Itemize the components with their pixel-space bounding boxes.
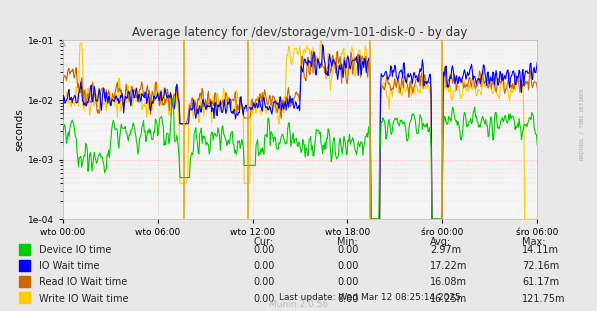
Text: 121.75m: 121.75m xyxy=(522,294,566,304)
Text: 2.97m: 2.97m xyxy=(430,245,461,255)
Text: Munin 2.0.56: Munin 2.0.56 xyxy=(269,300,328,309)
Text: 0.00: 0.00 xyxy=(337,277,359,287)
Y-axis label: seconds: seconds xyxy=(15,109,24,151)
Text: 14.11m: 14.11m xyxy=(522,245,559,255)
Text: 0.00: 0.00 xyxy=(337,245,359,255)
Text: Read IO Wait time: Read IO Wait time xyxy=(39,277,127,287)
Text: 0.00: 0.00 xyxy=(337,261,359,271)
Text: 0.00: 0.00 xyxy=(254,277,275,287)
Text: 16.25m: 16.25m xyxy=(430,294,467,304)
Text: Avg:: Avg: xyxy=(430,237,451,247)
Text: 0.00: 0.00 xyxy=(254,294,275,304)
Text: 0.00: 0.00 xyxy=(254,261,275,271)
Text: Cur:: Cur: xyxy=(254,237,274,247)
Title: Average latency for /dev/storage/vm-101-disk-0 - by day: Average latency for /dev/storage/vm-101-… xyxy=(133,26,467,39)
Text: 0.00: 0.00 xyxy=(254,245,275,255)
Text: 17.22m: 17.22m xyxy=(430,261,467,271)
Text: Min:: Min: xyxy=(337,237,358,247)
Text: Max:: Max: xyxy=(522,237,546,247)
Text: 16.08m: 16.08m xyxy=(430,277,467,287)
Text: 0.00: 0.00 xyxy=(337,294,359,304)
Text: 61.17m: 61.17m xyxy=(522,277,559,287)
Text: Last update: Wed Mar 12 08:25:14 2025: Last update: Wed Mar 12 08:25:14 2025 xyxy=(279,293,461,302)
Text: IO Wait time: IO Wait time xyxy=(39,261,99,271)
Text: Device IO time: Device IO time xyxy=(39,245,111,255)
Text: 72.16m: 72.16m xyxy=(522,261,559,271)
Text: RRDTOOL / TOBI OETIKER: RRDTOOL / TOBI OETIKER xyxy=(580,89,584,160)
Text: Write IO Wait time: Write IO Wait time xyxy=(39,294,128,304)
